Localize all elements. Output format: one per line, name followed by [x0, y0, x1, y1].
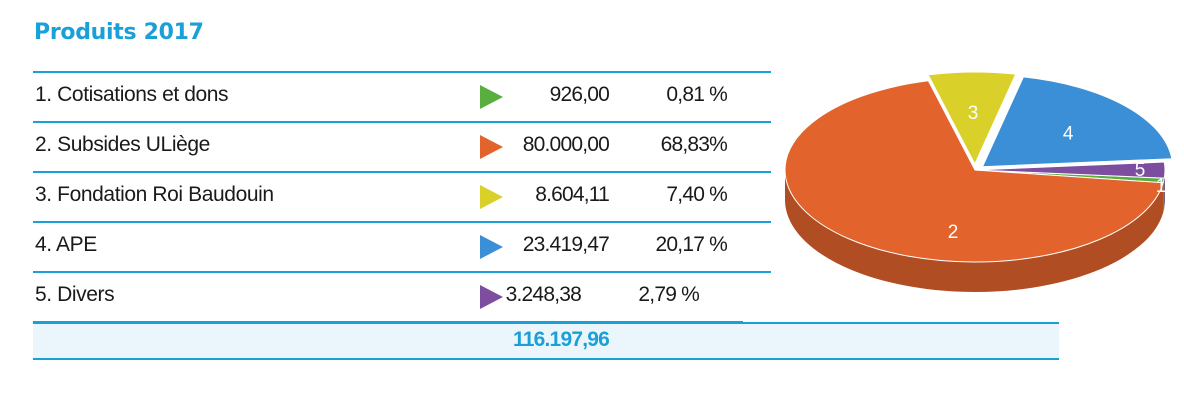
table-row: 5. Divers 3.248,38 2,79 % — [33, 273, 743, 323]
table-row: 1. Cotisations et dons 926,00 0,81 % — [33, 73, 771, 123]
row-label: 5. Divers — [35, 283, 115, 306]
pie-slice-2 — [784, 80, 1164, 263]
income-table: 1. Cotisations et dons 926,00 0,81 % 2. … — [33, 71, 771, 323]
row-amount: 8.604,11 — [535, 183, 610, 206]
pie-label-2: 2 — [948, 222, 959, 243]
pie-label-5: 5 — [1135, 160, 1146, 181]
row-label: 1. Cotisations et dons — [35, 83, 229, 106]
row-percent: 68,83% — [660, 133, 728, 156]
row-amount: 80.000,00 — [522, 133, 610, 156]
triangle-arrow-icon — [480, 85, 503, 109]
table-row: 3. Fondation Roi Baudouin 8.604,11 7,40 … — [33, 173, 771, 223]
table-row: 2. Subsides ULiège 80.000,00 68,83% — [33, 123, 771, 173]
row-amount: 926,00 — [549, 83, 610, 106]
pie-label-4: 4 — [1063, 124, 1074, 145]
row-label: 4. APE — [35, 233, 97, 256]
row-amount: 3.248,38 — [505, 283, 582, 306]
page-title: Produits 2017 — [34, 20, 204, 45]
pie-slice-3 — [927, 71, 1017, 166]
row-percent: 0,81 % — [666, 83, 727, 106]
row-amount: 23.419,47 — [522, 233, 610, 256]
triangle-arrow-icon — [480, 135, 503, 159]
pie-slice-4 — [981, 76, 1173, 168]
table-row: 4. APE 23.419,47 20,17 % — [33, 223, 771, 273]
total-value: 116.197,96 — [513, 328, 610, 351]
pie-label-3: 3 — [968, 103, 979, 124]
pie-slice-side — [785, 170, 1164, 293]
row-percent: 2,79 % — [638, 283, 699, 306]
triangle-arrow-icon — [480, 235, 503, 259]
row-percent: 7,40 % — [666, 183, 727, 206]
pie-slice-side — [1163, 178, 1165, 213]
row-label: 3. Fondation Roi Baudouin — [35, 183, 274, 206]
total-row: 116.197,96 — [33, 322, 1059, 360]
pie-label-1: 1 — [1156, 176, 1167, 197]
pie-slice-5 — [974, 161, 1166, 179]
pie-chart: 1 2 3 4 5 — [784, 71, 1173, 293]
row-percent: 20,17 % — [655, 233, 728, 256]
row-label: 2. Subsides ULiège — [35, 133, 210, 156]
triangle-arrow-icon — [480, 185, 503, 209]
triangle-arrow-icon — [480, 285, 503, 309]
